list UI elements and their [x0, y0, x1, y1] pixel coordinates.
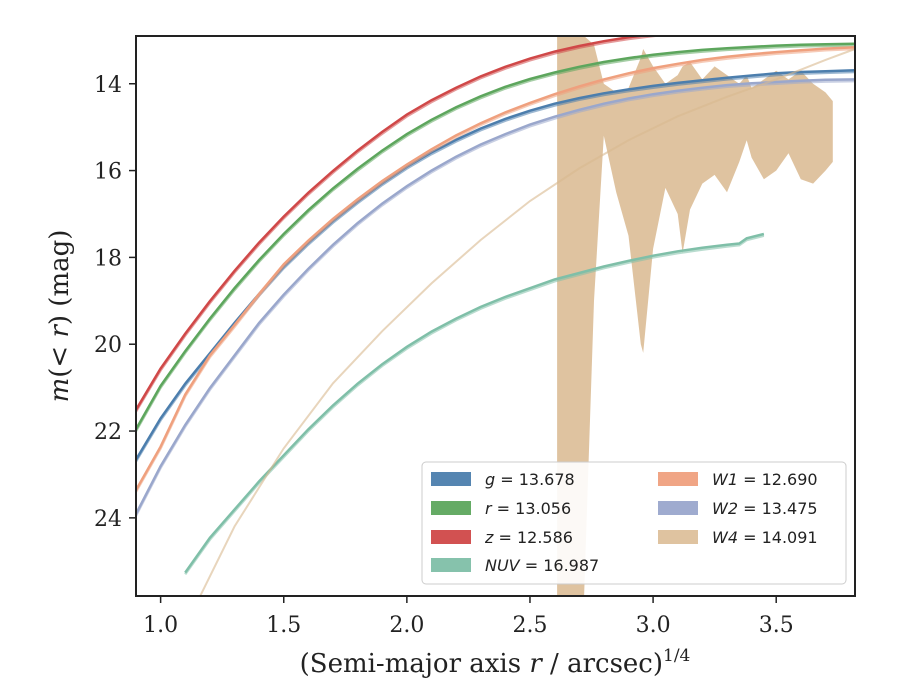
legend-label-var: z — [484, 528, 494, 547]
x-tick-label: 3.5 — [759, 613, 794, 638]
y-axis-title-close: ) — [45, 315, 75, 325]
legend-label-value: = 13.056 — [492, 499, 572, 518]
legend-swatch-nuv — [431, 558, 471, 572]
legend-label-value: = 12.586 — [493, 528, 573, 547]
legend-label-w1: W1 = 12.690 — [712, 470, 818, 489]
x-axis-title-suffix: / arcsec) — [542, 649, 663, 679]
y-axis-title: m(< r) (mag) — [45, 230, 75, 403]
x-axis-title: (Semi-major axis r / arcsec)1/4 — [300, 646, 691, 679]
legend-swatch-g — [431, 472, 471, 486]
legend-label-g: g = 13.678 — [485, 470, 575, 489]
legend-label-var: W2 — [712, 499, 738, 518]
legend-label-w4: W4 = 14.091 — [712, 528, 818, 547]
legend-label-value: = 16.987 — [520, 556, 600, 575]
y-axis-title-open: ( — [45, 368, 75, 378]
legend-label-var: W1 — [712, 470, 738, 489]
legend-label-r: r = 13.056 — [485, 499, 571, 518]
y-axis-title-m: m — [45, 378, 75, 403]
legend-label-w2: W2 = 13.475 — [712, 499, 818, 518]
legend-label-value: = 14.091 — [738, 528, 818, 547]
legend-label-value: = 13.678 — [495, 470, 575, 489]
series-w2-line — [136, 78, 855, 515]
legend-swatch-r — [431, 501, 471, 515]
legend-label-var: NUV — [485, 556, 521, 575]
x-tick-label: 2.5 — [512, 613, 547, 638]
y-axis-title-r: r — [45, 324, 75, 338]
legend-frame — [421, 461, 847, 585]
series-w4-band — [557, 36, 833, 596]
y-tick-label: 16 — [94, 160, 122, 185]
line-layer — [136, 36, 855, 596]
y-axis-title-lt: < — [45, 338, 75, 368]
legend-label-var: r — [485, 499, 493, 518]
legend-swatch-w2 — [658, 501, 698, 515]
y-tick-label: 18 — [94, 246, 122, 271]
x-axis-title-var: r — [529, 649, 543, 679]
x-tick-label: 1.0 — [143, 613, 178, 638]
series-r-line — [136, 42, 855, 430]
series-z-line — [136, 36, 650, 411]
series-w4-model-line — [199, 48, 855, 596]
plot-frame — [135, 35, 856, 597]
x-axis-title-exponent: 1/4 — [663, 646, 690, 666]
series-nuv-line — [184, 232, 765, 574]
legend-swatch-w4 — [658, 530, 698, 544]
y-tick-label: 14 — [94, 73, 122, 98]
x-tick-label: 2.0 — [389, 613, 424, 638]
y-tick-label: 20 — [94, 333, 122, 358]
x-axis-title-prefix: (Semi-major axis — [300, 649, 530, 679]
tick-layer: 1.0 1.5 2.0 2.5 3.0 3.5 14 16 18 20 22 24 — [94, 73, 794, 638]
x-tick-label: 1.5 — [266, 613, 301, 638]
legend-swatch-w1 — [658, 472, 698, 486]
legend-label-nuv: NUV = 16.987 — [485, 556, 599, 575]
y-tick-label: 22 — [94, 420, 122, 445]
legend-label-z: z = 12.586 — [484, 528, 573, 547]
legend-swatch-z — [431, 530, 471, 544]
band-layer — [557, 36, 833, 596]
series-w1-line — [136, 46, 855, 491]
legend-label-value: = 13.475 — [738, 499, 818, 518]
legend-label-var: W4 — [712, 528, 738, 547]
legend-label-var: g — [485, 470, 495, 489]
y-tick-label: 24 — [94, 507, 122, 532]
legend-label-value: = 12.690 — [738, 470, 818, 489]
y-axis-title-unit: (mag) — [45, 230, 75, 315]
x-tick-label: 3.0 — [636, 613, 671, 638]
